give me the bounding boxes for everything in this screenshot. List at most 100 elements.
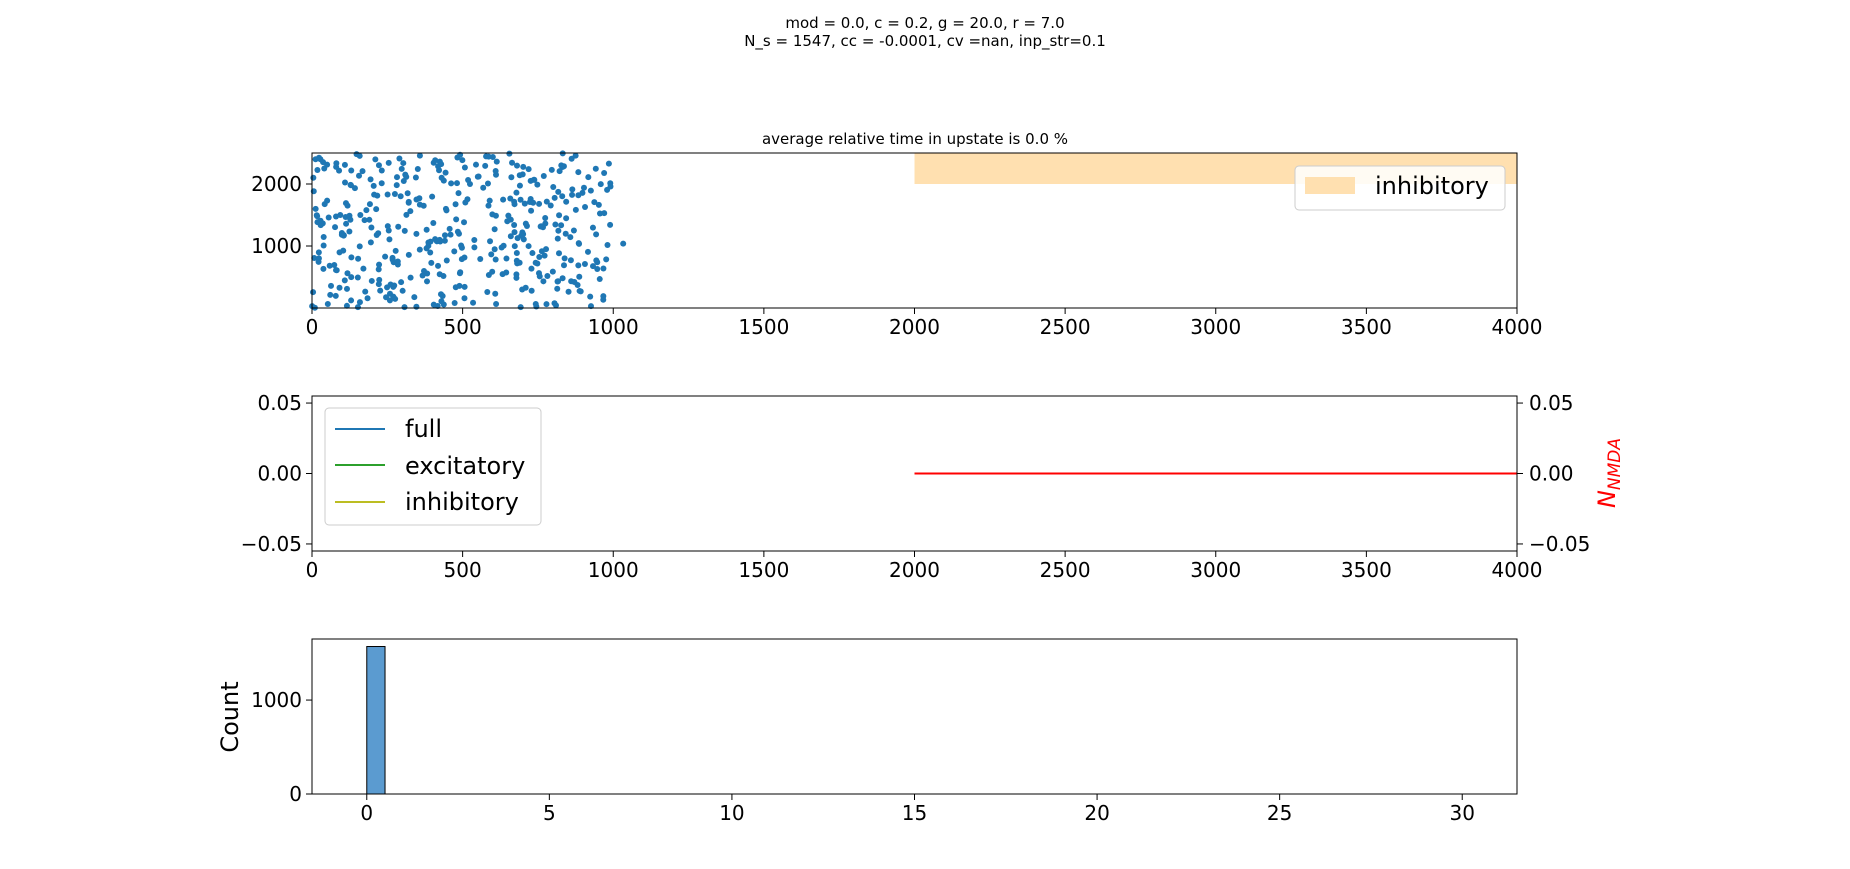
raster-point xyxy=(438,298,445,305)
raster-point xyxy=(562,230,569,237)
raster-point xyxy=(393,182,400,189)
raster-point xyxy=(505,212,512,219)
raster-point xyxy=(574,282,581,289)
raster-point xyxy=(549,268,556,275)
raster-point xyxy=(540,278,547,285)
raster-point xyxy=(317,222,324,229)
raster-point xyxy=(458,244,465,251)
raster-point xyxy=(567,257,574,264)
raster-point xyxy=(451,299,458,306)
raster-point xyxy=(320,233,327,240)
raster-point xyxy=(492,168,499,175)
raster-point xyxy=(559,193,566,200)
raster-point xyxy=(581,260,588,267)
raster-point xyxy=(507,195,514,202)
raster-point xyxy=(413,303,420,310)
raster-point xyxy=(363,207,370,214)
raster-point xyxy=(461,283,468,290)
raster-point xyxy=(466,181,473,188)
raster-point xyxy=(338,231,345,238)
raster-point xyxy=(453,216,460,223)
raster-point xyxy=(472,161,479,168)
raster-point xyxy=(328,282,335,289)
raster-point xyxy=(561,255,568,262)
raster-point xyxy=(559,275,566,282)
histogram-x-ticks: 0 5 10 15 20 25 30 xyxy=(360,794,1475,825)
raster-point xyxy=(516,172,523,179)
raster-point xyxy=(411,294,418,301)
nmda-axis-label-main: N xyxy=(1593,490,1621,508)
raster-point xyxy=(525,166,532,173)
raster-point xyxy=(589,224,596,231)
raster-point xyxy=(597,181,604,188)
raster-plot: average relative time in upstate is 0.0 … xyxy=(251,130,1542,339)
raster-point xyxy=(461,219,468,226)
raster-point xyxy=(503,269,510,276)
legend-label-inhibitory: inhibitory xyxy=(405,488,519,516)
raster-point xyxy=(587,187,594,194)
raster-point xyxy=(332,224,339,231)
activity-right-y-ticks: −0.05 0.00 0.05 xyxy=(1517,391,1590,556)
raster-point xyxy=(569,191,576,198)
raster-point xyxy=(331,262,338,269)
raster-point xyxy=(386,236,393,243)
raster-point xyxy=(560,262,567,269)
raster-point xyxy=(451,248,458,255)
raster-y-ticks: 1000 2000 xyxy=(251,172,312,258)
raster-point xyxy=(362,288,369,295)
x-tick-label: 4000 xyxy=(1492,315,1543,339)
raster-point xyxy=(492,290,499,297)
raster-point xyxy=(435,262,442,269)
raster-point xyxy=(556,212,563,219)
raster-point xyxy=(471,237,478,244)
raster-point xyxy=(346,228,353,235)
raster-point xyxy=(407,208,414,215)
raster-point xyxy=(548,166,555,173)
raster-point xyxy=(483,153,490,160)
raster-point xyxy=(397,193,404,200)
raster-point xyxy=(393,174,400,181)
raster-point xyxy=(511,229,518,236)
raster-point xyxy=(333,163,340,170)
raster-point xyxy=(376,276,383,283)
raster-point xyxy=(420,267,427,274)
raster-point xyxy=(375,230,382,237)
raster-point xyxy=(357,212,364,219)
raster-point xyxy=(517,304,524,311)
raster-point xyxy=(366,201,373,208)
suptitle-line-2: N_s = 1547, cc = -0.0001, cv =nan, inp_s… xyxy=(744,32,1106,51)
raster-point xyxy=(552,302,559,309)
raster-point xyxy=(584,248,591,255)
raster-point xyxy=(441,237,448,244)
raster-point xyxy=(492,212,499,219)
raster-point xyxy=(394,258,401,265)
raster-point xyxy=(517,196,524,203)
raster-point xyxy=(320,159,327,166)
raster-point xyxy=(438,161,445,168)
nmda-axis-label-sub: NMDA xyxy=(1605,438,1625,490)
raster-point xyxy=(423,245,430,252)
raster-point xyxy=(341,277,348,284)
y-tick-label: 1000 xyxy=(251,234,302,258)
raster-point xyxy=(594,266,601,273)
raster-point xyxy=(361,217,368,224)
raster-point xyxy=(378,167,385,174)
raster-point xyxy=(556,250,563,257)
raster-point xyxy=(327,291,334,298)
raster-point xyxy=(401,304,408,311)
raster-point xyxy=(607,221,614,228)
raster-point xyxy=(413,230,420,237)
raster-point xyxy=(405,199,412,206)
raster-point xyxy=(601,210,608,217)
raster-point xyxy=(580,184,587,191)
raster-point xyxy=(471,244,478,251)
x-tick-label: 500 xyxy=(444,315,482,339)
raster-legend-label: inhibitory xyxy=(1375,172,1489,200)
raster-point xyxy=(514,260,521,267)
histogram-bar xyxy=(366,646,386,795)
raster-point xyxy=(551,194,558,201)
raster-point xyxy=(314,213,321,220)
raster-point xyxy=(321,201,328,208)
raster-point xyxy=(536,200,543,207)
raster-point xyxy=(575,169,582,176)
